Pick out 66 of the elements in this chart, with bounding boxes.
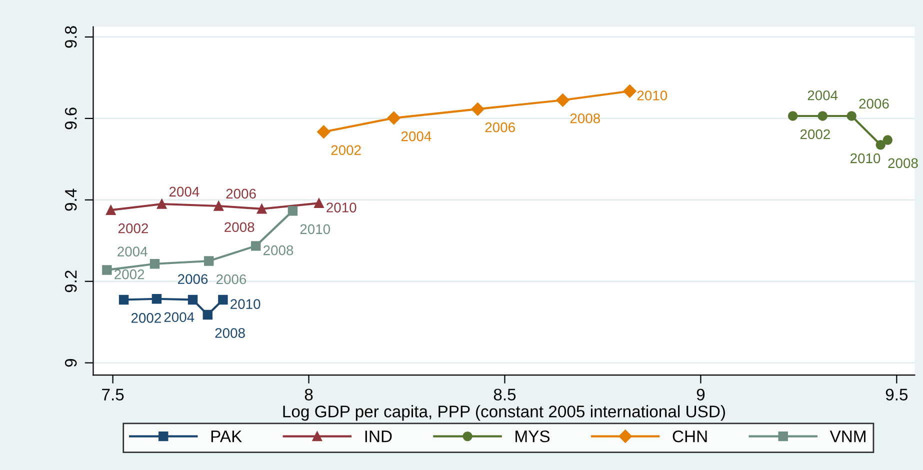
point [218,294,228,305]
annotation: 2002 [118,223,148,234]
point [846,111,856,121]
annotation: 2008 [264,245,294,256]
x-tick-label: 7.5 [102,388,124,400]
point [202,310,213,320]
y-tick-label: 9.8 [64,26,77,48]
annotation: 2004 [164,312,194,322]
x-tick-label: 8.5 [494,388,516,400]
point [150,258,160,269]
annotation: 2010 [637,90,668,100]
point [152,294,162,304]
point [156,199,167,209]
y-tick-label: 9.4 [64,188,77,211]
point [314,198,324,208]
point [317,125,330,138]
point [118,294,129,305]
annotation: 2004 [808,90,838,100]
point [288,206,298,216]
annotation: 2002 [331,145,361,156]
x-tick-label: 9.5 [886,388,908,400]
annotation: 2010 [850,153,880,164]
point [471,102,484,116]
annotation: 2002 [800,129,830,140]
annotation: 2008 [888,158,918,168]
point [818,111,828,121]
x-tick-label: 8 [304,388,313,400]
point [387,111,400,125]
point [204,256,214,266]
annotation: 2010 [326,202,356,212]
annotation: 2004 [169,186,200,197]
point [214,201,224,211]
legend-label: MYS [516,430,550,442]
legend-label: VNM [830,430,866,442]
point [876,140,886,150]
x-axis-title: Log GDP per capita, PPP (constant 2005 international USD) [283,405,725,421]
y-tick-label: 9.6 [64,108,77,130]
annotation: 2004 [118,246,148,256]
x-tick-label: 9 [696,388,705,400]
annotation: 2004 [401,131,432,142]
annotation: 2008 [215,328,245,338]
y-tick-label: 9.2 [64,270,77,292]
annotation: 2006 [859,98,889,109]
legend-label: PAK [211,430,242,442]
legend-label: CHN [672,430,707,442]
annotation: 2002 [131,313,161,323]
point [623,84,636,98]
point [256,204,267,214]
point [556,94,570,107]
point [102,265,112,275]
annotation: 2008 [224,222,254,232]
annotation: 2006 [226,188,256,199]
annotation: 2006 [485,122,515,132]
annotation: 2002 [114,269,144,280]
annotation: 2006 [216,274,246,284]
point [251,241,261,251]
point [188,294,198,305]
annotation: 2010 [300,224,330,234]
point [882,135,893,145]
y-tick-label: 9 [64,358,77,367]
legend-label: IND [365,430,392,442]
annotation: 2006 [178,274,208,284]
annotation: 2010 [230,299,260,309]
annotation: 2008 [570,113,600,124]
point [106,205,116,215]
point [788,111,798,121]
